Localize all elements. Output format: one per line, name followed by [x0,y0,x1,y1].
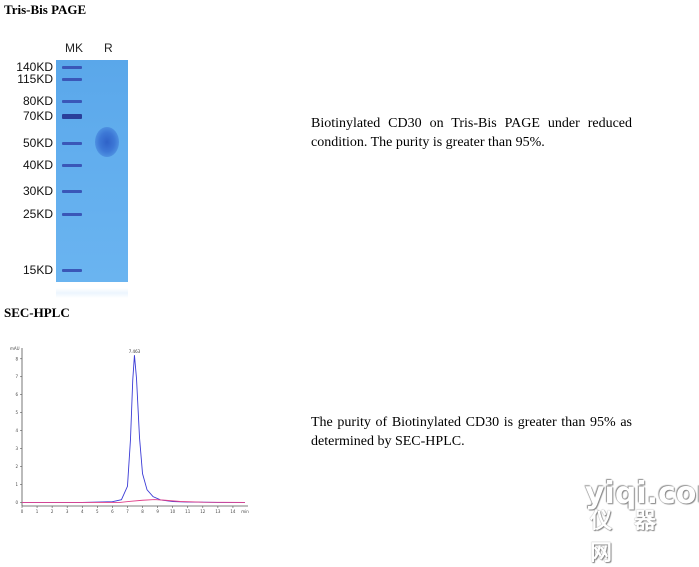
gel-smear [56,288,128,298]
page-caption: Biotinylated CD30 on Tris-Bis PAGE under… [311,116,632,150]
marker-label: 40KD [22,158,53,172]
marker-band [62,66,82,69]
y-tick-label: 1 [15,482,18,487]
lane-header-mk: MK [65,41,83,55]
x-tick-label: 5 [96,509,99,514]
y-tick-label: 5 [15,410,18,415]
x-tick-label: 6 [111,509,114,514]
marker-label: 50KD [22,136,53,150]
gel-background [56,60,128,282]
marker-label: 30KD [22,184,53,198]
y-tick-label: 7 [15,374,18,379]
marker-band [62,190,82,193]
marker-label: 115KD [17,72,53,86]
x-tick-label: 13 [215,509,221,514]
marker-label: 140KD [16,60,53,74]
y-tick-label: 4 [15,428,18,433]
x-tick-label: 11 [185,509,191,514]
baseline-trace [22,499,245,503]
marker-band [62,164,82,167]
x-tick-label: 12 [200,509,206,514]
peak-label: 7.463 [129,349,141,354]
hplc-heading: SEC-HPLC [4,305,70,320]
marker-label: 80KD [22,94,53,108]
marker-band [62,269,82,272]
marker-label: 70KD [22,109,53,123]
watermark-cjk-text: 仪器网 [590,509,679,566]
sample-trace [22,355,245,503]
x-tick-label: 10 [170,509,176,514]
lane-header-r: R [104,41,113,55]
x-tick-label: 14 [230,509,236,514]
x-tick-label: min [241,509,249,514]
x-tick-label: 9 [156,509,159,514]
marker-band [62,213,82,216]
y-tick-label: 0 [15,500,18,505]
sample-band [95,127,119,157]
x-tick-label: 4 [81,509,84,514]
x-tick-label: 7 [126,509,129,514]
marker-band [62,142,82,145]
hplc-caption: The purity of Biotinylated CD30 is great… [311,415,632,449]
x-tick-label: 8 [141,509,144,514]
watermark-text: yiqi.com [585,476,699,511]
y-tick-label: 6 [15,392,18,397]
marker-band [62,114,82,119]
x-tick-label: 0 [21,509,24,514]
x-tick-label: 1 [36,509,39,514]
page-heading: Tris-Bis PAGE [4,2,87,17]
y-tick-label: 3 [15,446,18,451]
marker-band [62,100,82,103]
y-tick-label: 8 [15,356,18,361]
marker-band [62,78,82,81]
x-tick-label: 2 [51,509,54,514]
gel-image: MK R 140KD 115KD 80KD 70KD 50KD 40KD 30KD 25KD 1… [0,36,140,298]
y-axis-label: mAU [10,346,20,351]
y-tick-label: 2 [15,464,18,469]
x-tick-label: 3 [66,509,69,514]
marker-label: 15KD [22,263,53,277]
marker-label: 25KD [22,207,53,221]
